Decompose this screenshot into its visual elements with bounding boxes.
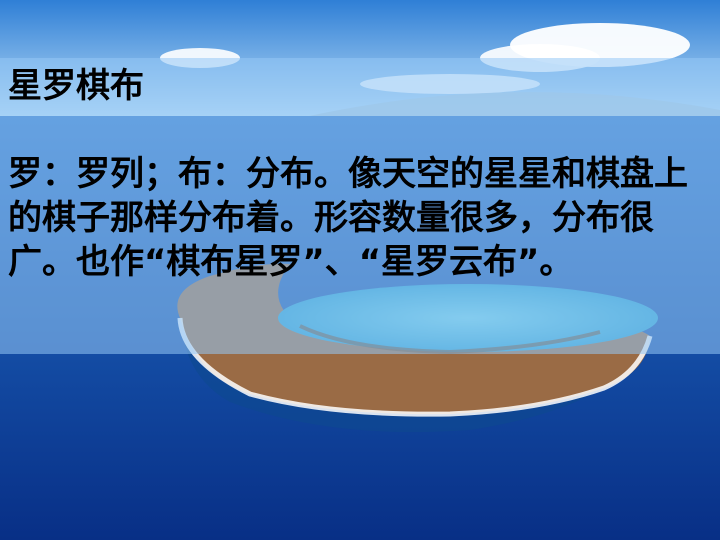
text-overlay bbox=[0, 58, 720, 354]
island-surf bbox=[177, 317, 653, 417]
slide-title: 星罗棋布 bbox=[8, 66, 144, 106]
spacer bbox=[8, 108, 708, 152]
slide-content: 星罗棋布 罗：罗列；布：分布。像天空的星星和棋盘上的棋子那样分布着。形容数量很多… bbox=[8, 64, 708, 284]
island bbox=[177, 263, 651, 415]
definition-text: 罗：罗列；布：分布。像天空的星星和棋盘上的棋子那样分布着。形容数量很多，分布很广… bbox=[8, 154, 688, 282]
